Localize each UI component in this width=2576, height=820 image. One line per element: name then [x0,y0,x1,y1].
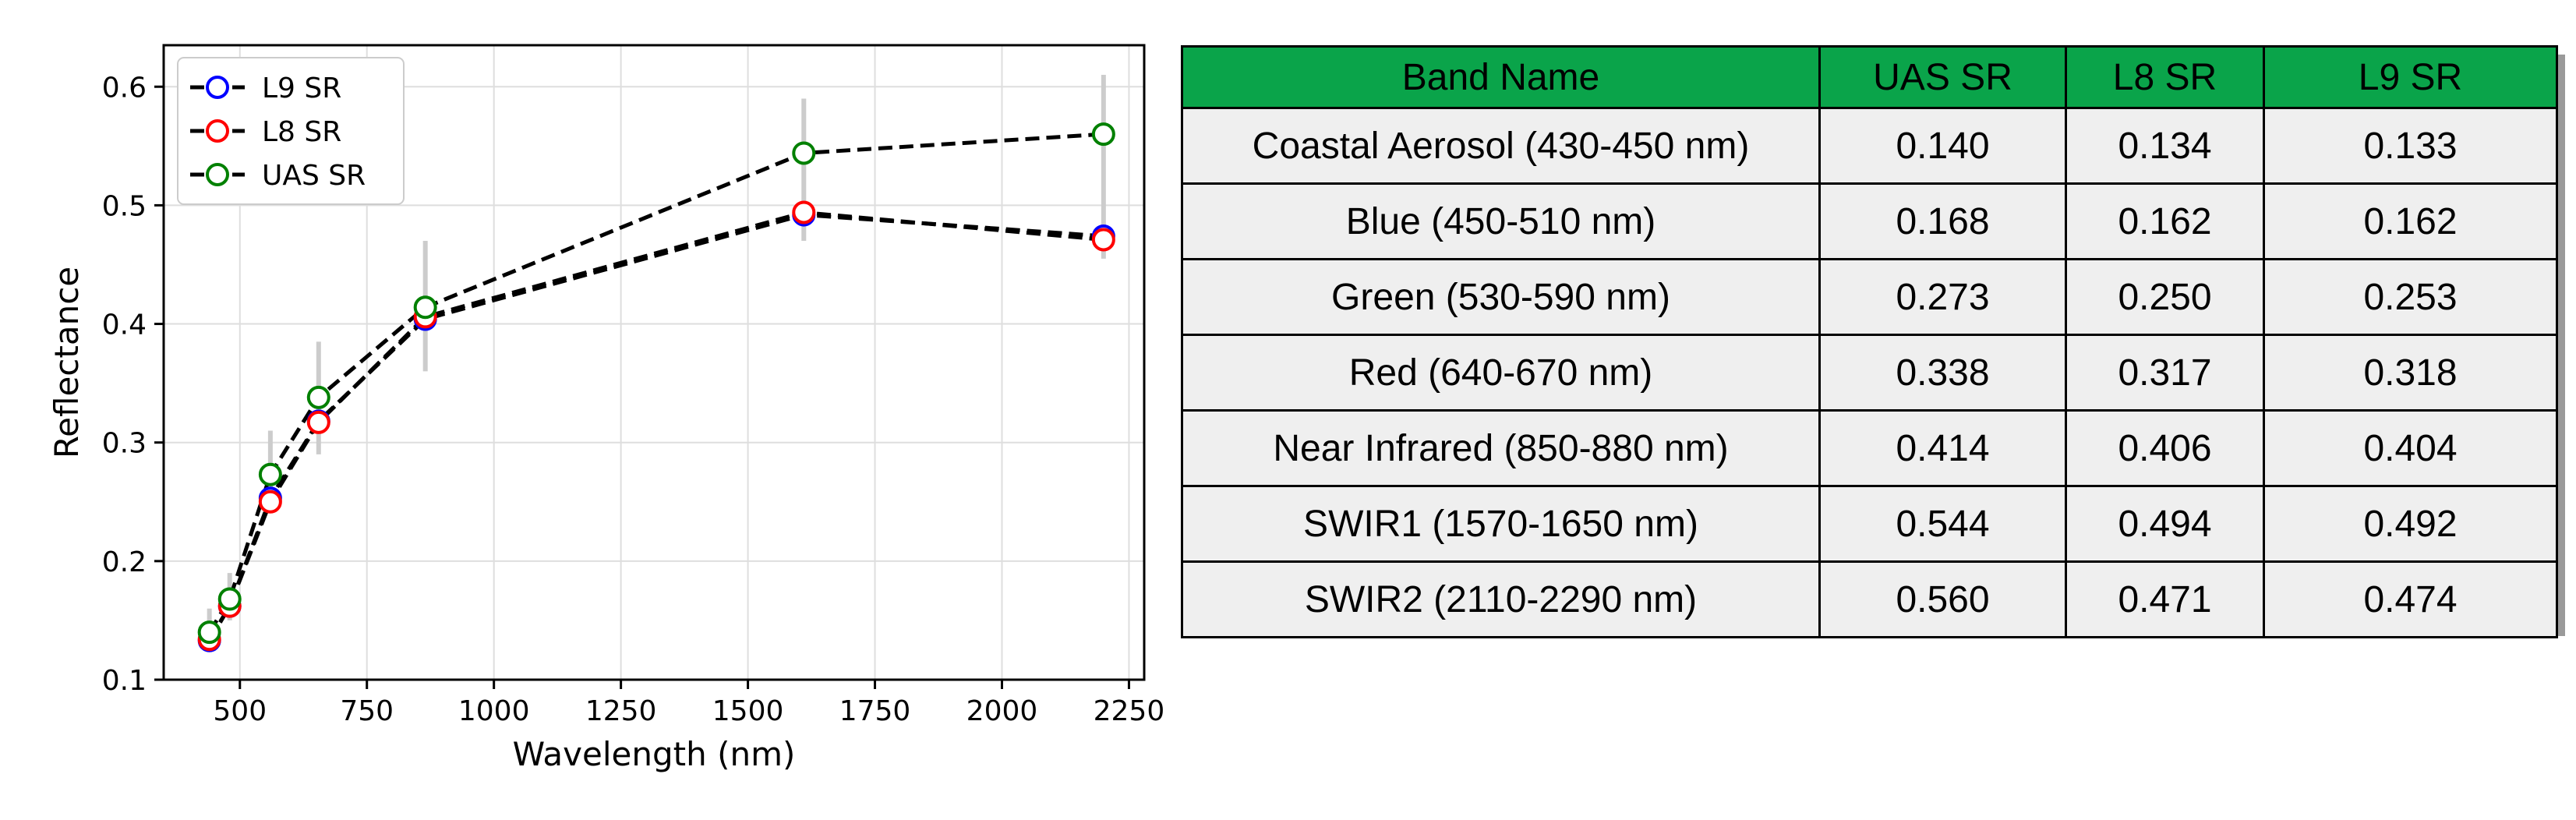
x-axis-label: Wavelength (nm) [513,735,796,773]
legend-entry: L9 SR [262,72,341,104]
y-tick-label: 0.5 [102,190,147,222]
data-point-uas-sr [306,385,330,409]
series-line-uas-sr [207,132,1104,634]
l8-sr-cell: 0.317 [2065,334,2265,412]
x-tick-label: 500 [213,695,267,727]
data-point-l8-sr [258,490,282,514]
table-row: Near Infrared (850-880 nm) 0.414 0.406 0… [1181,409,2558,487]
l8-sr-cell: 0.406 [2065,409,2265,487]
uas-sr-cell: 0.414 [1818,409,2067,487]
band-name-cell: SWIR1 (1570-1650 nm) [1181,485,1821,563]
series-line-l9-sr [207,213,1104,642]
band-name-cell: Blue (450-510 nm) [1181,182,1821,260]
legend-marker [206,163,229,186]
uas-sr-cell: 0.544 [1818,485,2067,563]
y-tick-label: 0.4 [102,309,147,341]
legend-marker [206,76,229,99]
l8-sr-cell: 0.494 [2065,485,2265,563]
l9-sr-cell: 0.492 [2263,485,2558,563]
l9-sr-cell: 0.133 [2263,107,2558,185]
band-name-cell: Green (530-590 nm) [1181,258,1821,336]
l8-sr-cell: 0.250 [2065,258,2265,336]
l9-sr-cell: 0.474 [2263,560,2558,638]
legend: L9 SR L8 SR UAS SR [177,57,405,205]
series-marker-layer [197,122,1115,652]
x-tick-label: 2250 [1094,695,1165,727]
data-point-l8-sr [1091,228,1115,252]
l9-sr-cell: 0.318 [2263,334,2558,412]
table-row: Blue (450-510 nm) 0.168 0.162 0.162 [1181,182,2558,260]
uas-sr-cell: 0.338 [1818,334,2067,412]
uas-sr-cell: 0.140 [1818,107,2067,185]
header-band-name: Band Name [1181,45,1821,109]
legend-marker [206,119,229,143]
table-row: SWIR2 (2110-2290 nm) 0.560 0.471 0.474 [1181,560,2558,638]
y-tick-label: 0.6 [102,72,147,104]
legend-entry: UAS SR [262,160,366,192]
uas-sr-cell: 0.273 [1818,258,2067,336]
data-point-uas-sr [258,462,282,486]
header-l9-sr: L9 SR [2263,45,2558,109]
l8-sr-cell: 0.471 [2065,560,2265,638]
spectral-reflectance-chart: 500 750 1000 1250 1500 1750 2000 2250 0.1 0.2 0.3 0… [0,0,1185,820]
uas-sr-cell: 0.560 [1818,560,2067,638]
plot-frame [162,44,1146,681]
table-row: SWIR1 (1570-1650 nm) 0.544 0.494 0.492 [1181,485,2558,563]
data-point-uas-sr [197,620,221,645]
series-line-layer [207,132,1104,642]
band-reflectance-table: Band Name UAS SR L8 SR L9 SR Coastal Aer… [1181,45,2558,638]
band-name-cell: Near Infrared (850-880 nm) [1181,409,1821,487]
data-point-l8-sr [792,200,816,224]
l9-sr-cell: 0.253 [2263,258,2558,336]
grid-layer [164,45,1144,680]
uas-sr-cell: 0.168 [1818,182,2067,260]
data-point-uas-sr [413,295,437,320]
band-reflectance-table-panel: Band Name UAS SR L8 SR L9 SR Coastal Aer… [1181,45,2565,638]
l8-sr-cell: 0.162 [2065,182,2265,260]
l9-sr-cell: 0.162 [2263,182,2558,260]
legend-entry: L8 SR [262,116,341,148]
series-line-l8-sr [207,210,1104,641]
data-point-uas-sr [217,587,242,611]
x-tick-label: 1750 [839,695,911,727]
table-row: Green (530-590 nm) 0.273 0.250 0.253 [1181,258,2558,336]
band-name-cell: Red (640-670 nm) [1181,334,1821,412]
l8-sr-cell: 0.134 [2065,107,2265,185]
table-row: Coastal Aerosol (430-450 nm) 0.140 0.134… [1181,107,2558,185]
y-axis-label: Reflectance [48,267,86,458]
table-row: Red (640-670 nm) 0.338 0.317 0.318 [1181,334,2558,412]
x-tick-label: 1000 [458,695,530,727]
y-tick-label: 0.3 [102,428,147,460]
data-point-uas-sr [792,141,816,165]
x-tick-label: 1500 [712,695,784,727]
chart-svg: 500 750 1000 1250 1500 1750 2000 2250 0.1 0.2 0.3 0… [48,44,1165,773]
y-tick-label: 0.2 [102,546,147,578]
x-tick-label: 2000 [966,695,1038,727]
header-l8-sr: L8 SR [2065,45,2265,109]
band-name-cell: Coastal Aerosol (430-450 nm) [1181,107,1821,185]
data-point-uas-sr [1091,122,1115,147]
axis-layer: 500 750 1000 1250 1500 1750 2000 2250 0.1 0.2 0.3 0… [48,44,1165,773]
table-header-row: Band Name UAS SR L8 SR L9 SR [1181,45,2558,109]
legend-box [177,57,405,205]
x-tick-label: 1250 [585,695,657,727]
l9-sr-cell: 0.404 [2263,409,2558,487]
header-uas-sr: UAS SR [1818,45,2067,109]
band-name-cell: SWIR2 (2110-2290 nm) [1181,560,1821,638]
data-point-l8-sr [306,410,330,434]
y-tick-label: 0.1 [102,665,147,697]
x-tick-label: 750 [340,695,394,727]
